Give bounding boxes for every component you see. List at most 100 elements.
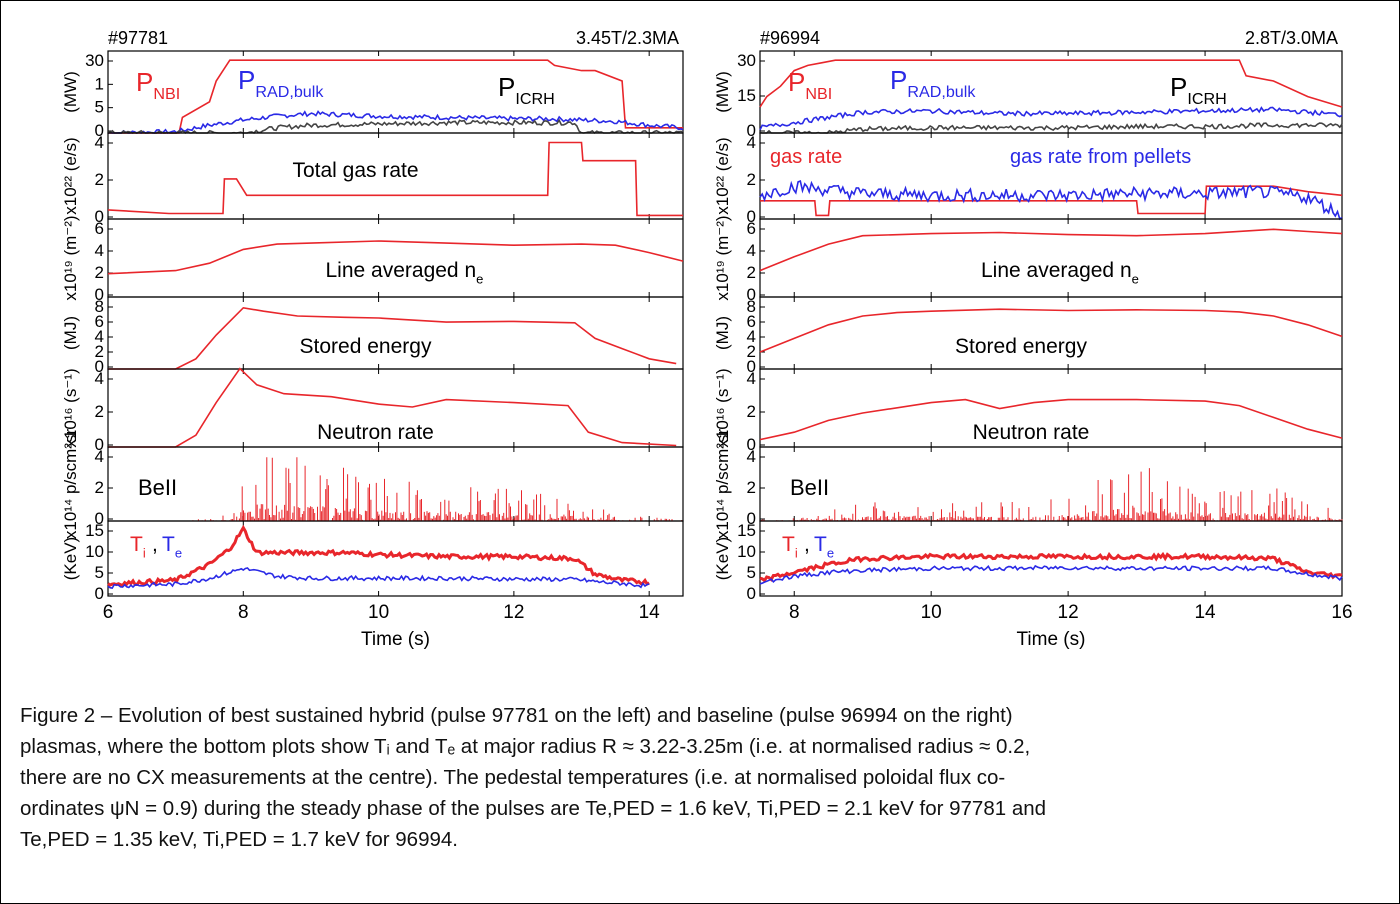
y-tick-label: 0 bbox=[95, 285, 104, 304]
x-tick-label: 10 bbox=[921, 602, 942, 623]
y-axis-label: x10¹⁹ (m⁻²) bbox=[713, 215, 732, 300]
pulse-number: #97781 bbox=[108, 28, 168, 48]
y-tick-label: 4 bbox=[95, 327, 104, 346]
y-axis-label: (MW) bbox=[61, 71, 80, 113]
y-axis-label: x10²² (e/s) bbox=[713, 137, 732, 214]
x-tick-label: 14 bbox=[639, 602, 661, 623]
series-stored-energy bbox=[108, 306, 677, 370]
field-current-label: 3.45T/2.3MA bbox=[576, 28, 679, 48]
label-p-nbi: PNBI bbox=[136, 67, 180, 103]
y-tick-label: 15 bbox=[737, 86, 756, 105]
label-stored-energy: Stored energy bbox=[955, 335, 1087, 358]
y-tick-label: 6 bbox=[95, 312, 104, 331]
panel-2: 4 2 0 x10²² (e/s) gas rate gas rate from pell… bbox=[713, 132, 1343, 226]
label-p-rad-bulk: PRAD,bulk bbox=[238, 65, 324, 101]
y-axis-label: (MW) bbox=[713, 71, 732, 113]
y-tick-label: 2 bbox=[95, 402, 104, 421]
x-tick-label: 14 bbox=[1194, 602, 1216, 623]
y-tick-label: 2 bbox=[95, 342, 104, 361]
x-tick-label: 10 bbox=[368, 602, 389, 623]
y-tick-label: 4 bbox=[747, 241, 756, 260]
y-tick-label: 8 bbox=[95, 297, 104, 316]
series-beii bbox=[759, 468, 1343, 521]
y-tick-label: 0 bbox=[747, 584, 756, 603]
y-tick-label: 0 bbox=[95, 121, 104, 140]
y-tick-label: 6 bbox=[747, 312, 756, 331]
label-gas-rate: gas rate bbox=[770, 146, 842, 168]
y-tick-label: 2 bbox=[95, 170, 104, 189]
y-axis-label: x10¹⁹ (m⁻²) bbox=[61, 215, 80, 300]
label-beii: BeII bbox=[138, 475, 177, 500]
series-total-gas-rate bbox=[107, 141, 683, 217]
panel-6: 4 2 0 x10¹⁴ p/scm²sr BeII bbox=[713, 429, 1343, 540]
label-beii: BeII bbox=[790, 475, 829, 500]
panel-border bbox=[107, 520, 684, 597]
y-tick-label: 4 bbox=[747, 447, 756, 466]
series-gas-rate-from-pellets bbox=[759, 180, 1343, 221]
y-tick-label: 30 bbox=[737, 51, 756, 70]
y-tick-label: 0 bbox=[747, 207, 756, 226]
y-tick-label: 5 bbox=[747, 563, 756, 582]
y-tick-label: 15 bbox=[737, 521, 756, 540]
label-ti: Ti bbox=[130, 533, 146, 560]
y-tick-label: 0 bbox=[747, 121, 756, 140]
y-tick-label: 2 bbox=[747, 263, 756, 282]
y-tick-label: 0 bbox=[747, 357, 756, 376]
panel-5: 4 2 0 x10¹⁶ (s⁻¹) Neutron rate bbox=[713, 368, 1343, 454]
x-tick-label: 6 bbox=[103, 602, 114, 623]
y-tick-label: 6 bbox=[747, 219, 756, 238]
panel-border bbox=[759, 50, 1343, 134]
y-tick-label: 0 bbox=[95, 435, 104, 454]
y-axis-label: x10¹⁴ p/scm²sr bbox=[713, 429, 732, 540]
panel-5: 4 2 0 x10¹⁶ (s⁻¹) Neutron rate bbox=[61, 367, 684, 454]
series-t-i bbox=[107, 524, 650, 588]
x-axis-label: Time (s) bbox=[361, 629, 430, 650]
y-tick-label: 10 bbox=[737, 542, 756, 561]
series-p-nbi bbox=[759, 59, 1343, 108]
series-neutron-rate bbox=[759, 398, 1343, 441]
caption-line-1: Figure 2 – Evolution of best sustained h… bbox=[20, 704, 1013, 727]
series-t-e bbox=[107, 567, 650, 589]
series-beii bbox=[180, 457, 684, 521]
y-axis-label: x10¹⁴ p/scm²sr bbox=[61, 429, 80, 540]
y-tick-label: 6 bbox=[95, 219, 104, 238]
y-tick-label: 0 bbox=[747, 509, 756, 528]
caption-line-2: plasmas, where the bottom plots show Tᵢ … bbox=[20, 735, 1031, 758]
y-tick-label: 0 bbox=[747, 435, 756, 454]
figure-caption: Figure 2 – Evolution of best sustained h… bbox=[20, 700, 1380, 855]
y-tick-label: 10 bbox=[85, 542, 104, 561]
x-tick-label: 16 bbox=[1331, 602, 1352, 623]
panel-border bbox=[759, 296, 1343, 370]
label-p-icrh: PICRH bbox=[498, 72, 555, 108]
x-tick-label: 8 bbox=[789, 602, 800, 623]
y-axis-label: (KeV) bbox=[713, 537, 732, 580]
series-t-e bbox=[759, 564, 1343, 585]
caption-line-3: there are no CX measurements at the cent… bbox=[20, 766, 1006, 789]
y-tick-label: 4 bbox=[95, 133, 104, 152]
y-tick-label: 2 bbox=[747, 478, 756, 497]
panel-2: 4 2 0 x10²² (e/s) Total gas rate bbox=[61, 132, 684, 226]
panel-6: 4 2 0 x10¹⁴ p/scm²sr BeII bbox=[61, 429, 684, 540]
x-tick-label: 12 bbox=[503, 602, 524, 623]
caption-line-4: ordinates ψN = 0.9) during the steady ph… bbox=[20, 797, 1047, 820]
pulse-number: #96994 bbox=[760, 28, 820, 48]
y-tick-label: 2 bbox=[747, 402, 756, 421]
y-tick-label: 4 bbox=[747, 369, 756, 388]
panel-border bbox=[107, 218, 684, 298]
label-line-averaged-ne: Line averaged ne bbox=[981, 259, 1139, 286]
x-tick-label: 8 bbox=[238, 602, 249, 623]
y-tick-label: 15 bbox=[85, 521, 104, 540]
panel-3: 6 4 2 0 x10¹⁹ (m⁻²) Line averaged ne bbox=[61, 215, 684, 304]
label-te: Te bbox=[162, 533, 182, 560]
y-tick-label: 5 bbox=[95, 98, 104, 117]
y-axis-label: (MJ) bbox=[713, 316, 732, 350]
series-p-rad-bulk bbox=[759, 106, 1343, 131]
y-tick-label: 0 bbox=[95, 207, 104, 226]
y-tick-label: 4 bbox=[95, 241, 104, 260]
panel-border bbox=[107, 446, 684, 522]
panel-border bbox=[107, 296, 684, 370]
